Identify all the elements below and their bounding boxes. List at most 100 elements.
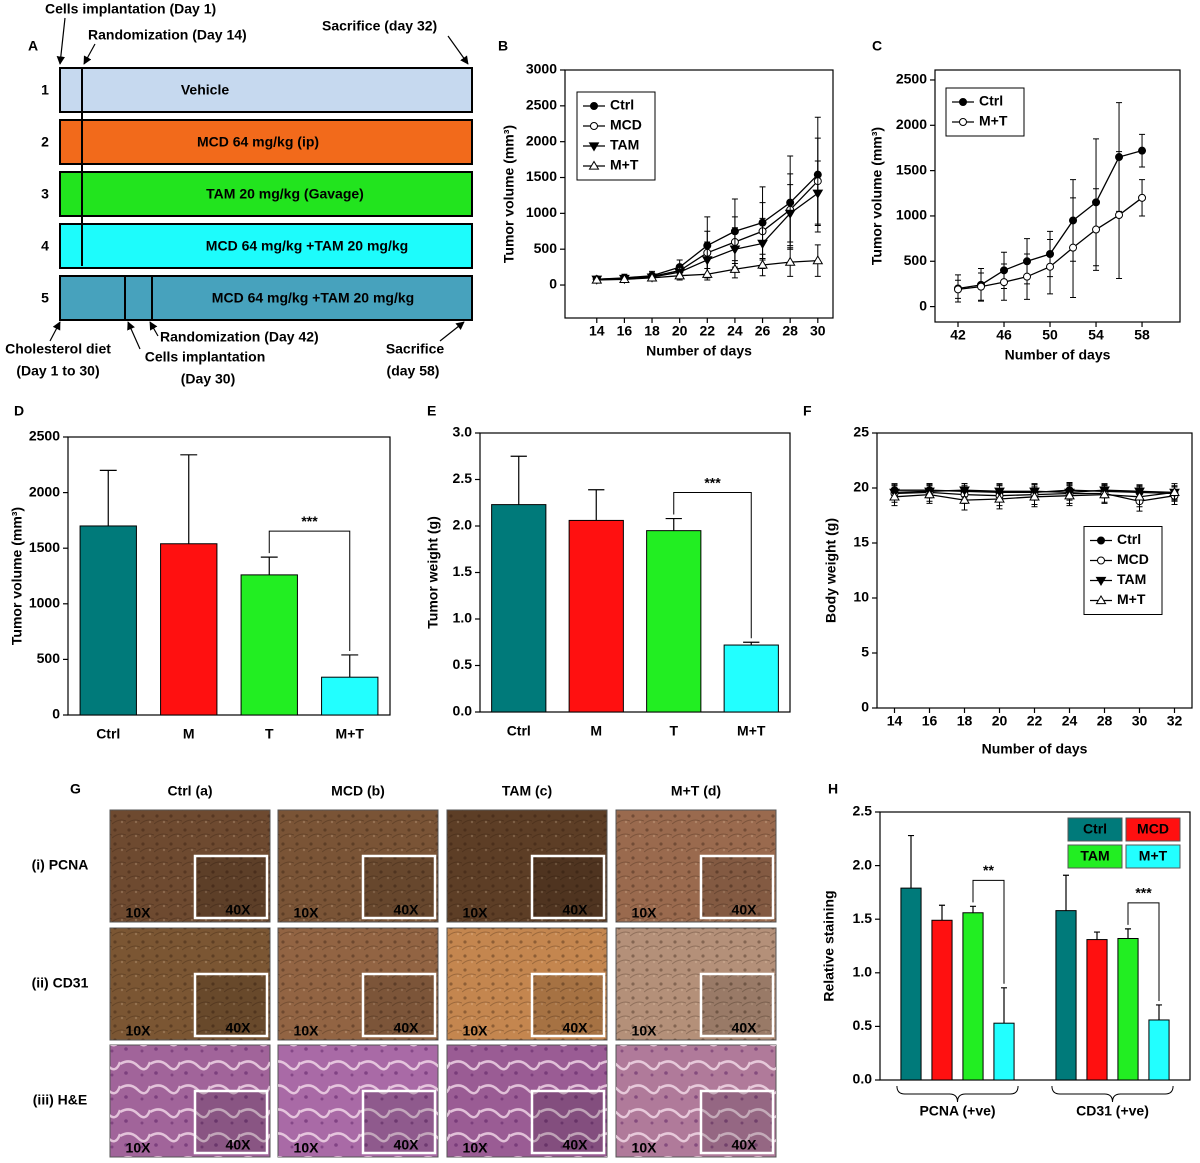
micrograph-texture — [110, 1045, 270, 1157]
y-tick-label: 1000 — [526, 204, 557, 220]
significance-label: ** — [983, 862, 994, 878]
magnification: 40X — [394, 902, 420, 918]
x-tick-label: M — [590, 723, 602, 739]
x-tick-label: M+T — [737, 723, 766, 739]
error-bar — [1062, 874, 1070, 911]
x-tick-label: 16 — [922, 713, 938, 729]
data-point — [994, 493, 1005, 503]
bar — [993, 1022, 1015, 1081]
error-bar — [341, 654, 359, 678]
y-tick-label: 2.0 — [453, 517, 473, 533]
x-tick-label: 30 — [1132, 713, 1148, 729]
magnification: 40X — [563, 1020, 589, 1036]
x-tick-label: 14 — [589, 323, 605, 339]
x-tick-label: PCNA (+ve) — [919, 1103, 995, 1119]
significance-bracket — [268, 530, 351, 651]
annotation: Sacrifice (day 32) — [322, 18, 437, 34]
micrograph-texture — [278, 928, 438, 1040]
x-tick-label: 54 — [1088, 327, 1104, 343]
legend-label: Ctrl — [979, 93, 1003, 109]
data-point — [729, 263, 741, 273]
x-tick-label: 18 — [644, 323, 660, 339]
panel-letter: E — [427, 403, 436, 419]
panel-a: A Cells implantation (Day 1) Randomization… — [5, 1, 473, 387]
y-tick-label: 500 — [534, 240, 558, 256]
row-label: (ii) CD31 — [32, 975, 89, 991]
data-point — [1099, 489, 1110, 499]
bar — [723, 644, 779, 713]
x-tick-label: Ctrl — [507, 723, 531, 739]
plot-frame — [564, 69, 834, 319]
error-bar — [260, 556, 278, 575]
bar — [1086, 939, 1108, 1081]
data-point — [954, 285, 963, 294]
magnification: 40X — [394, 1137, 420, 1153]
significance-label: *** — [704, 474, 721, 490]
data-point — [889, 491, 900, 501]
plot-frame — [67, 436, 391, 716]
panel-letter: F — [803, 403, 812, 419]
y-tick-label: 25 — [853, 424, 869, 440]
y-tick-label: 20 — [853, 479, 869, 495]
y-tick-label: 1000 — [29, 595, 60, 611]
x-tick-label: M+T — [336, 726, 365, 742]
annotation: Randomization (Day 42) — [160, 329, 319, 345]
magnification: 10X — [463, 905, 489, 921]
column-label: TAM (c) — [502, 783, 552, 799]
y-tick-label: 1500 — [896, 161, 927, 177]
x-tick-label: 20 — [672, 323, 688, 339]
y-tick-label: 1000 — [896, 207, 927, 223]
data-point — [812, 255, 824, 265]
magnification: 40X — [732, 902, 758, 918]
error-bar — [1124, 928, 1132, 939]
data-point — [757, 259, 768, 269]
data-point — [757, 239, 768, 249]
x-tick-label: 42 — [950, 327, 966, 343]
bar — [160, 543, 218, 716]
y-axis-title: Relative staining — [821, 890, 837, 1001]
arrow — [447, 35, 469, 65]
micrograph-texture — [447, 928, 607, 1040]
row-label: MCD 64 mg/kg +TAM 20 mg/kg — [206, 238, 408, 254]
bar — [962, 912, 984, 1081]
inset — [193, 972, 269, 1038]
bar — [646, 530, 702, 713]
y-tick-label: 10 — [853, 589, 869, 605]
y-tick-label: 5 — [861, 644, 869, 660]
error-bar — [743, 641, 760, 646]
magnification: 10X — [294, 1140, 320, 1156]
x-tick-label: T — [265, 726, 274, 742]
legend-label: TAM — [1117, 571, 1146, 587]
annotation: Cholesterol diet — [5, 341, 111, 357]
annotation: Cells implantation — [145, 349, 266, 365]
legend-label: M+T — [979, 113, 1008, 129]
treatment-bar — [59, 67, 473, 113]
data-point — [1029, 491, 1040, 501]
annotation: Cells implantation (Day 1) — [45, 1, 216, 17]
chart-h: H 0.0 0.5 1.0 1.5 2.0 2.5 Relative staining PCNA… — [821, 781, 1191, 1119]
magnification: 10X — [632, 905, 658, 921]
x-tick-label: 22 — [1027, 713, 1043, 729]
y-axis-title: Tumor volume (mm³) — [9, 507, 25, 645]
annotation: Randomization (Day 14) — [88, 27, 247, 43]
legend-marker — [590, 122, 598, 130]
x-tick-label: 28 — [1097, 713, 1113, 729]
inset — [193, 854, 269, 920]
y-tick-label: 1500 — [29, 539, 60, 555]
error-bar — [99, 469, 117, 526]
inset — [699, 1089, 775, 1155]
arrow — [439, 321, 465, 342]
inset — [530, 1089, 606, 1155]
micrograph-texture — [616, 928, 776, 1040]
y-tick-label: 1.0 — [453, 610, 473, 626]
y-tick-label: 2.5 — [453, 470, 473, 486]
micrograph-texture — [447, 810, 607, 922]
magnification: 40X — [732, 1137, 758, 1153]
row-number: 2 — [41, 134, 49, 150]
data-point — [977, 282, 986, 291]
data-point — [646, 272, 658, 282]
data-point — [1169, 486, 1180, 497]
y-tick-label: 1.0 — [853, 964, 873, 980]
y-tick-label: 2000 — [526, 132, 557, 148]
y-tick-label: 2500 — [29, 428, 60, 444]
